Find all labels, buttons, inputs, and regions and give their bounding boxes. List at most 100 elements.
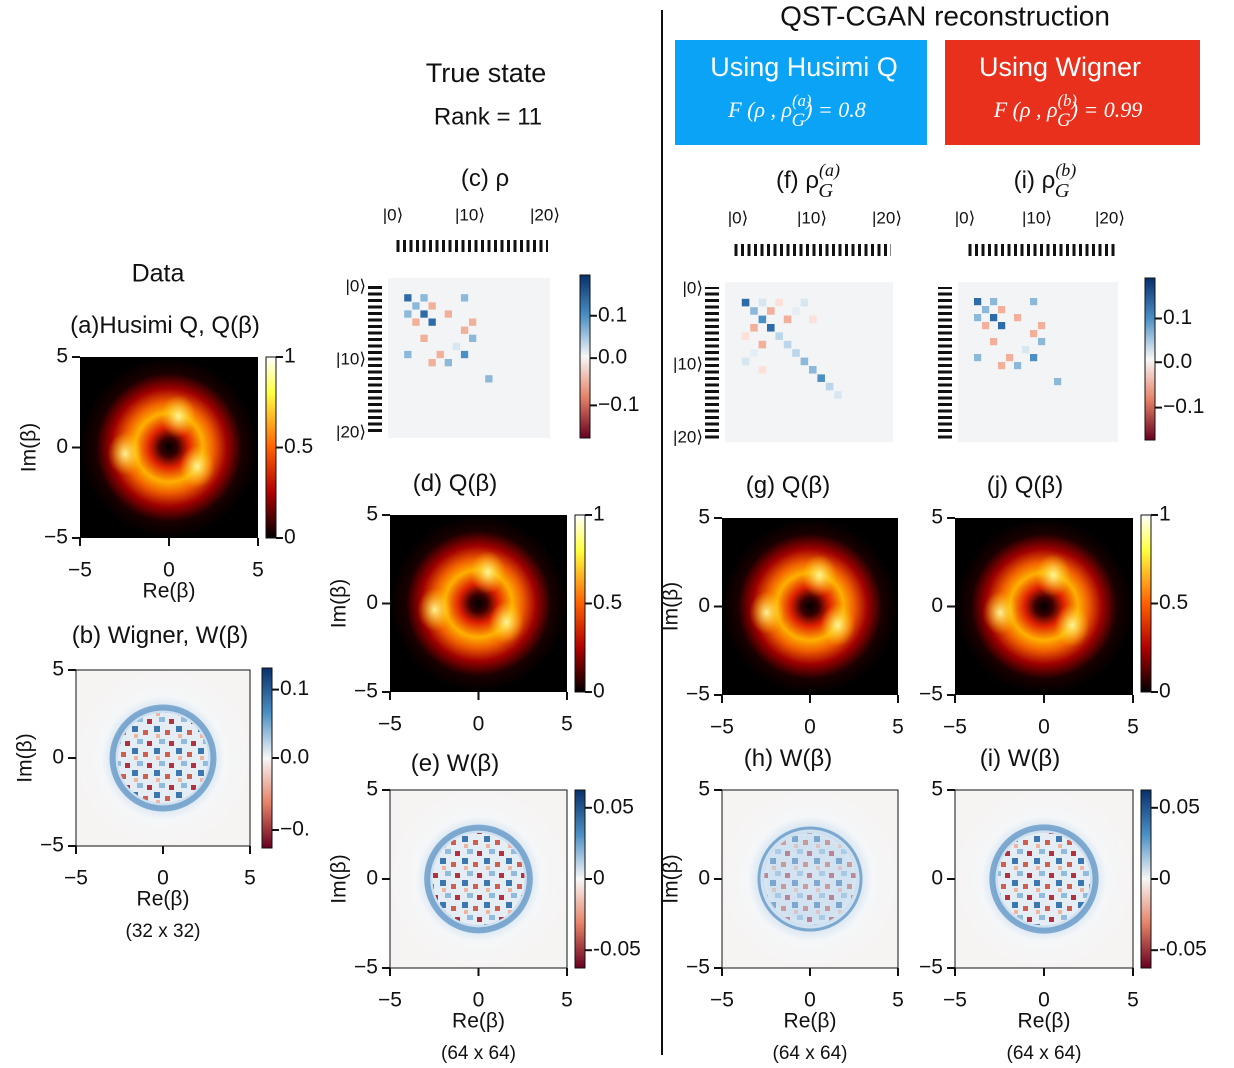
title: (g) Q(β) — [746, 472, 830, 499]
matrix-cell — [792, 307, 800, 315]
y-tick-label: −5 — [919, 956, 943, 979]
ket-ticks-top — [733, 244, 891, 256]
matrix-cell — [444, 359, 452, 367]
title-text: (b) Wigner, W(β) — [72, 622, 248, 649]
wigner-ring — [109, 704, 217, 812]
density-matrix — [725, 282, 893, 442]
ket-label-left: |20⟩ — [673, 427, 703, 446]
matrix-cell — [834, 391, 842, 399]
matrix-cell — [741, 357, 750, 366]
colorbar-label: 0.1 — [280, 677, 309, 700]
x-axis-label: Re(β) — [452, 1010, 505, 1033]
colorbar-label: 0 — [284, 526, 296, 549]
title-text: F (ρ , ρ — [727, 97, 792, 122]
title-text: (e) W(β) — [411, 750, 499, 777]
ket-ticks-left — [938, 287, 952, 439]
y-tick-label: 0 — [366, 591, 378, 614]
matrix-cell — [974, 298, 982, 306]
title: (i) ρ(b) G — [1014, 160, 1077, 202]
x-axis-label: Re(β) — [1018, 1010, 1071, 1033]
title-text: (j) Q(β) — [987, 472, 1063, 499]
y-axis-label: Im(β) — [660, 582, 683, 631]
matrix-cell — [1014, 362, 1022, 370]
x-tick-label: 0 — [804, 989, 816, 1012]
colorbar-label: 1 — [284, 345, 296, 368]
matrix-cell — [998, 322, 1006, 330]
y-tick-label: 0 — [931, 867, 943, 890]
matrix-cell — [428, 359, 436, 367]
x-tick-label: 5 — [244, 867, 256, 890]
y-tick-label: 5 — [698, 778, 710, 801]
husimi-image — [390, 515, 567, 692]
title-text: (g) Q(β) — [746, 472, 830, 499]
matrix-cell — [792, 349, 800, 357]
y-tick-label: 0 — [366, 867, 378, 890]
matrix-cell — [990, 314, 998, 322]
matrix-cell — [1022, 346, 1030, 354]
matrix-cell — [809, 366, 817, 374]
matrix-cell — [452, 342, 461, 351]
matrix-cell — [990, 298, 998, 306]
matrix-cell — [1030, 330, 1038, 338]
colorbar — [1140, 514, 1152, 693]
ket-label-top: |10⟩ — [797, 208, 827, 227]
x-tick-label: 0 — [1038, 716, 1050, 739]
matrix-cell — [775, 298, 783, 307]
y-tick-label: 0 — [52, 746, 64, 769]
y-tick-label: 5 — [52, 658, 64, 681]
y-tick-label: −5 — [40, 834, 64, 857]
matrix-cell — [1030, 298, 1038, 306]
colorbar — [579, 274, 591, 439]
x-tick-label: 0 — [163, 559, 175, 582]
matrix-cell — [485, 375, 493, 383]
x-tick-label: 5 — [1127, 989, 1139, 1012]
wigner-ring — [989, 824, 1099, 934]
colorbar-label: 0.5 — [593, 591, 622, 614]
husimi-lobe — [470, 550, 506, 594]
superscript: (b) — [1055, 160, 1076, 181]
matrix-cell — [817, 374, 825, 382]
ket-label-top: |10⟩ — [455, 205, 485, 224]
x-tick-label: 0 — [1038, 989, 1050, 1012]
colorbar-label: −0. — [280, 818, 310, 841]
matrix-cell — [420, 310, 428, 318]
subscript: G — [792, 110, 806, 131]
ket-ticks-top — [396, 240, 548, 252]
colorbar-label: 0.0 — [598, 346, 627, 369]
y-tick-label: 0 — [931, 594, 943, 617]
y-tick-label: −5 — [919, 683, 943, 706]
husimi-lobe — [489, 600, 525, 644]
x-tick-label: −5 — [943, 989, 967, 1012]
wigner-box — [945, 40, 1200, 145]
ket-label-top: |10⟩ — [1022, 208, 1052, 227]
y-axis-label: Im(β) — [328, 579, 351, 628]
box-title: Using Wigner — [979, 52, 1141, 82]
resolution-note: (64 x 64) — [1007, 1043, 1082, 1064]
matrix-cell — [800, 298, 809, 307]
title-text: F (ρ , ρ — [993, 97, 1058, 122]
x-tick-label: 0 — [473, 989, 485, 1012]
colorbar — [574, 514, 586, 693]
subscript: G — [1055, 180, 1070, 202]
husimi-lobe — [1054, 603, 1090, 647]
y-tick-label: 5 — [931, 506, 943, 529]
colorbar-label: −0.1 — [1163, 395, 1204, 418]
title-text: (a)Husimi Q, Q(β) — [70, 312, 260, 339]
colorbar-label: 1 — [1159, 503, 1171, 526]
y-tick-label: 0 — [56, 435, 68, 458]
ket-label-left: |20⟩ — [336, 422, 366, 441]
x-tick-label: 0 — [804, 716, 816, 739]
title-text: (i) W(β) — [980, 745, 1060, 772]
matrix-cell — [800, 357, 809, 366]
matrix-cell — [809, 315, 817, 324]
matrix-cell — [1006, 354, 1014, 362]
colorbar-label: 0.0 — [1163, 350, 1192, 373]
colorbar — [1144, 277, 1156, 441]
matrix-cell — [982, 306, 990, 314]
y-tick-label: 0 — [698, 867, 710, 890]
title: (d) Q(β) — [413, 470, 497, 497]
wigner-core — [117, 712, 209, 804]
matrix-cell — [758, 298, 767, 307]
superscript: (a) — [819, 160, 840, 181]
ket-label-left: |0⟩ — [345, 276, 366, 295]
